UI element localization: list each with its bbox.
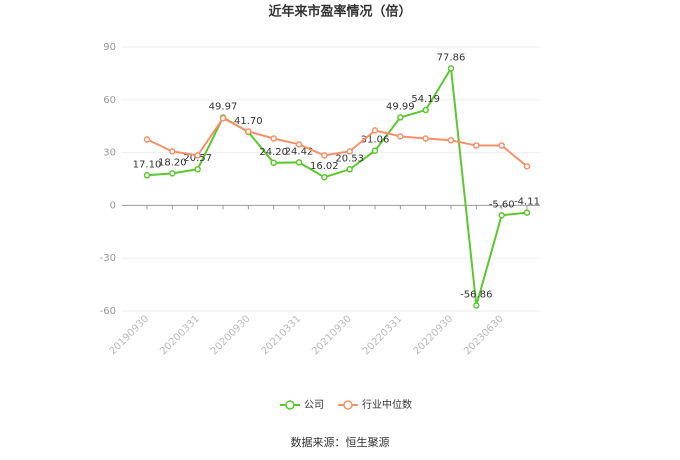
- point: [447, 137, 455, 144]
- data-label: 77.86: [437, 52, 466, 63]
- data-label: 17.10: [133, 159, 162, 170]
- point: [143, 172, 151, 179]
- point: [194, 152, 201, 159]
- point: [397, 114, 404, 121]
- y-tick-label: 60: [103, 95, 116, 106]
- x-tick-label: 20190930: [107, 313, 151, 357]
- data-label: -4.11: [514, 197, 540, 208]
- point: [270, 135, 277, 142]
- point: [219, 115, 227, 122]
- point: [169, 170, 176, 177]
- point: [143, 136, 151, 143]
- data-label: -5.60: [489, 199, 515, 210]
- point: [295, 159, 303, 166]
- series-line: [146, 116, 528, 168]
- point: [498, 212, 505, 219]
- data-label: 24.42: [285, 146, 314, 157]
- point: [523, 209, 531, 216]
- data-label: 54.19: [411, 94, 440, 105]
- data-label: 20.53: [335, 153, 364, 164]
- point: [397, 133, 404, 140]
- legend-marker: [343, 400, 353, 410]
- x-tick-label: 20220930: [411, 313, 455, 357]
- x-tick-label: 20200930: [209, 313, 253, 357]
- source-note: 数据来源：恒生聚源: [291, 435, 390, 449]
- point: [270, 159, 277, 167]
- point: [346, 166, 353, 173]
- y-tick-label: -30: [100, 253, 116, 264]
- series-line: [146, 65, 528, 306]
- data-label: 49.97: [209, 101, 238, 112]
- legend-marker: [285, 400, 295, 410]
- point: [295, 141, 303, 148]
- x-tick-label: 20210930: [310, 313, 354, 357]
- point: [321, 173, 328, 181]
- legend-item[interactable]: 公司: [280, 400, 324, 411]
- x-tick-label: 20230630: [462, 313, 506, 357]
- point: [422, 106, 429, 114]
- data-label: 41.70: [234, 116, 263, 127]
- point: [245, 128, 252, 135]
- y-tick-label: 0: [110, 200, 116, 211]
- data-label: -56.86: [460, 289, 492, 300]
- y-tick-label: -60: [100, 306, 116, 317]
- x-tick-label: 20220331: [361, 313, 405, 357]
- data-label: 31.06: [361, 135, 390, 146]
- point: [169, 148, 176, 155]
- point: [194, 165, 201, 173]
- point: [447, 65, 455, 72]
- data-label: 49.99: [386, 101, 415, 112]
- point: [498, 142, 505, 149]
- chart-title: 近年来市盈率情况（倍）: [268, 4, 411, 20]
- data-label: 20.57: [183, 153, 212, 164]
- point: [321, 152, 328, 159]
- y-tick-label: 90: [103, 42, 116, 53]
- point: [473, 142, 480, 149]
- point: [523, 163, 531, 170]
- data-label: 18.20: [158, 157, 187, 168]
- point: [371, 147, 379, 154]
- point: [422, 135, 429, 142]
- x-tick-label: 20210331: [259, 313, 303, 357]
- legend-label: 行业中位数: [362, 398, 412, 411]
- point: [371, 127, 379, 134]
- data-label: 16.02: [310, 161, 339, 172]
- x-tick-label: 20200331: [158, 313, 202, 357]
- point: [473, 302, 480, 309]
- legend-item[interactable]: 行业中位数: [338, 398, 412, 411]
- data-label: 24.20: [259, 147, 288, 158]
- y-tick-label: 30: [103, 148, 116, 159]
- point: [346, 148, 353, 155]
- legend-label: 公司: [304, 400, 324, 411]
